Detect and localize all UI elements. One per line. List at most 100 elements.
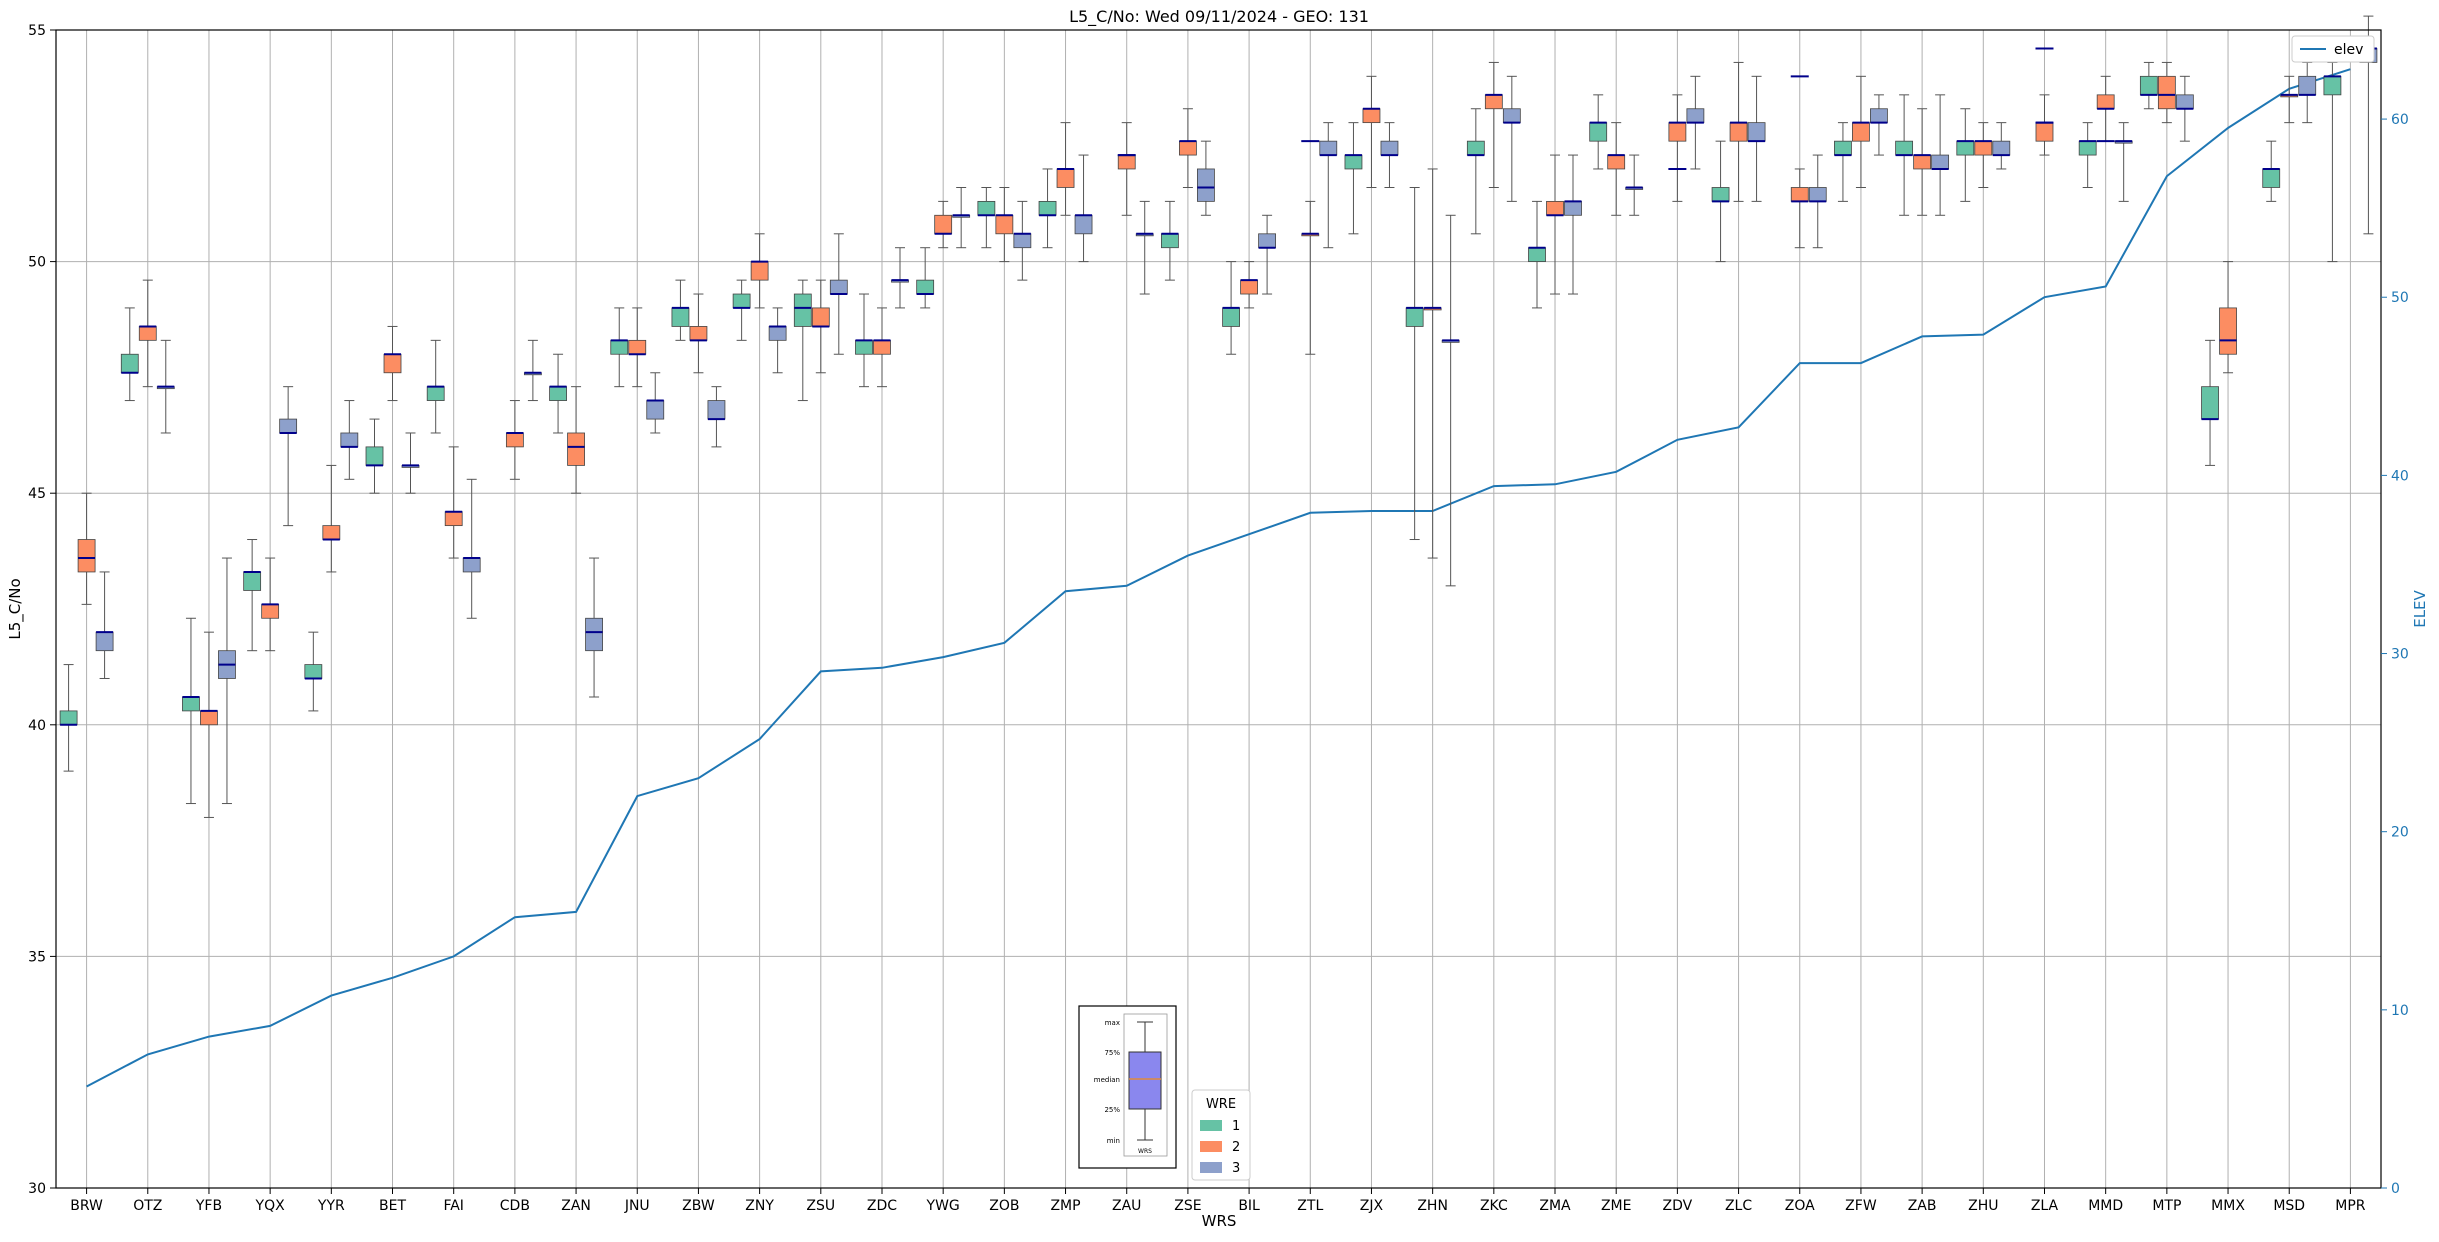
box-wre2-zse (1179, 108, 1197, 188)
box-body (2175, 94, 2194, 110)
box-wre1-zme (1589, 94, 1608, 170)
box-wre2-fai (444, 446, 463, 559)
box-body (2078, 140, 2097, 156)
x-tick-label: ZJX (1360, 1198, 1384, 1214)
box-wre2-zny (750, 233, 769, 309)
x-tick-label: YQX (255, 1198, 286, 1214)
x-tick-label: YFB (195, 1198, 222, 1214)
box-wre3-zjx (1380, 122, 1399, 188)
x-tick-label: ZHU (1968, 1198, 1998, 1214)
box-wre2-brw (77, 492, 96, 605)
box-body (340, 432, 359, 448)
box-body (671, 307, 690, 327)
box-wre2-yqx (261, 557, 280, 652)
box-wre1-zfw (1834, 122, 1852, 202)
x-tick-label: ZNY (745, 1198, 774, 1214)
grid (56, 29, 2381, 1189)
box-wre2-jnu (628, 307, 647, 388)
x-tick-label: ZLA (2031, 1198, 2059, 1214)
box-body (462, 557, 481, 573)
box-body (1790, 187, 1809, 202)
box-body (916, 279, 935, 295)
x-tick-label: ZFW (1845, 1198, 1877, 1214)
box-body (1895, 140, 1914, 156)
box-body (383, 353, 402, 374)
x-tick-label: ZMA (1539, 1198, 1571, 1214)
x-tick-label: MMX (2211, 1198, 2245, 1214)
box-wre3-zau (1135, 200, 1154, 295)
x-axis-label: WRS (1202, 1212, 1237, 1230)
box-wre3-zse (1197, 140, 1215, 216)
box-wre3-msd (2298, 61, 2317, 124)
box-wre2-cdb (505, 400, 524, 480)
x-tick-label: MMD (2088, 1198, 2123, 1214)
box-wre3-ztl (1319, 122, 1338, 249)
box-body (1197, 168, 1215, 202)
inset-label: max (1105, 1019, 1120, 1027)
box-body (59, 710, 78, 726)
box-wre2-zkc (1484, 61, 1503, 188)
x-tick-label: MTP (2152, 1198, 2181, 1214)
box-wre3-zmp (1074, 154, 1093, 263)
x-tick-label: ZME (1601, 1198, 1632, 1214)
x-tick-label: CDB (500, 1198, 530, 1214)
inset-label: min (1107, 1137, 1120, 1145)
legend-label-wre1: 1 (1232, 1119, 1240, 1134)
box-wre3-zsu (829, 233, 848, 355)
box-body (1974, 140, 1993, 156)
legend-swatch-wre3 (1200, 1162, 1222, 1173)
box-wre3-yyr (340, 400, 359, 480)
box-wre1-zjx (1344, 122, 1363, 235)
box-body (1362, 108, 1381, 124)
box-wre3-zob (1013, 200, 1032, 281)
box-wre2-bil (1240, 261, 1258, 309)
y2-axis-label: ELEV (2411, 589, 2429, 627)
box-body (243, 571, 262, 591)
box-body (2298, 75, 2317, 96)
box-body (1380, 140, 1399, 156)
box-wre3-yqx (279, 386, 298, 527)
box-wre2-ywg (934, 200, 953, 249)
box-body (2157, 75, 2176, 110)
box-body (628, 339, 647, 355)
elev-legend-label: elev (2334, 42, 2363, 58)
box-body (829, 279, 848, 295)
y-tick-label: 55 (28, 23, 46, 39)
box-body (77, 539, 96, 573)
box-body (261, 603, 280, 619)
box-wre2-msd (2280, 75, 2299, 124)
inset-caption: WRS (1138, 1148, 1152, 1155)
chart-title: L5_C/No: Wed 09/11/2024 - GEO: 131 (1069, 7, 1369, 27)
x-tick-label: BRW (70, 1198, 103, 1214)
box-body (1931, 154, 1950, 170)
box-wre3-mmd (2114, 122, 2133, 202)
x-tick-label: YWG (926, 1198, 960, 1214)
box-body (1852, 122, 1870, 142)
y2-tick-label: 50 (2391, 290, 2409, 306)
box-wre2-zsu (811, 279, 830, 374)
box-wre3-zab (1931, 94, 1950, 216)
legend-label-wre2: 2 (1232, 1140, 1240, 1155)
box-body (1956, 140, 1975, 156)
box-wre3-zkc (1502, 75, 1521, 202)
x-tick-label: ZLC (1725, 1198, 1752, 1214)
box-wre1-mtp (2139, 61, 2158, 110)
box-body (1808, 187, 1827, 202)
box-body (1992, 140, 2011, 156)
x-tick-label: ZAU (1112, 1198, 1141, 1214)
box-wre3-zdv (1686, 75, 1705, 170)
box-body (2219, 307, 2237, 355)
y2-tick-label: 60 (2391, 112, 2409, 128)
inset-label: 25% (1104, 1106, 1120, 1114)
box-wre2-mtp (2157, 61, 2176, 124)
box-wre3-cdb (523, 339, 542, 402)
x-tick-label: ZMP (1050, 1198, 1080, 1214)
y2-tick-label: 40 (2391, 468, 2409, 484)
box-wre1-zab (1895, 94, 1914, 216)
box-body (732, 293, 751, 309)
x-tick-label: OTZ (133, 1198, 162, 1214)
box-wre2-mmd (2096, 75, 2115, 142)
y-axis-label: L5_C/No (6, 578, 25, 639)
x-tick-label: ZHN (1417, 1198, 1448, 1214)
legend-frame (1191, 1089, 1251, 1181)
